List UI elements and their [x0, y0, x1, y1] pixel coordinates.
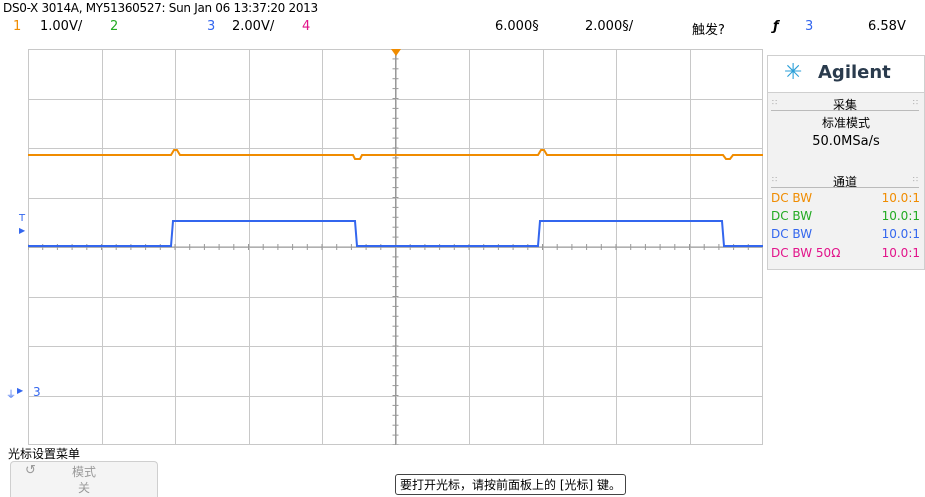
agilent-logo: ✳ Agilent: [768, 56, 924, 93]
channels-title: 通道: [832, 175, 857, 189]
rotate-icon: ↺: [25, 463, 36, 478]
trigger-source[interactable]: 3: [805, 19, 814, 34]
trigger-arrow-icon: ▶: [19, 226, 26, 235]
ground-icon: ⏚: [6, 390, 16, 401]
ch3-probe: 10.0:1: [881, 227, 920, 241]
menu-title: 光标设置菜单: [8, 447, 81, 461]
channel-row-4[interactable]: DC BW 50Ω 10.0:1: [771, 246, 921, 261]
acquisition-header[interactable]: ∷ 采集 ∷: [771, 96, 919, 112]
ch3-scale[interactable]: 2.00V/: [232, 19, 275, 34]
ch1-probe: 10.0:1: [881, 191, 920, 205]
window-title: DS0-X 3014A, MY51360527: Sun Jan 06 13:3…: [3, 1, 318, 15]
channel-row-2[interactable]: DC BW 10.0:1: [771, 209, 921, 224]
grip-icon: ∷: [772, 175, 778, 184]
acquisition-title: 采集: [832, 98, 857, 112]
trigger-level-marker: T: [19, 213, 26, 224]
ch4-probe: 10.0:1: [881, 246, 920, 260]
ch3-coupling: DC BW: [771, 227, 813, 241]
grip-icon: ∷: [912, 98, 918, 107]
sidebar: ✳ Agilent ∷ 采集 ∷ 标准模式 50.0MSa/s ∷ 通道 ∷ D…: [767, 55, 925, 270]
logo-text: Agilent: [818, 62, 891, 83]
ch1-number[interactable]: 1: [13, 19, 22, 34]
spark-icon: ✳: [784, 60, 803, 85]
ch2-probe: 10.0:1: [881, 209, 920, 223]
ch2-number[interactable]: 2: [110, 19, 119, 34]
ch3-number[interactable]: 3: [207, 19, 216, 34]
trigger-status: 触发?: [692, 23, 725, 38]
channels-header[interactable]: ∷ 通道 ∷: [771, 173, 919, 189]
mode-label: 模式: [71, 465, 96, 479]
channel-row-1[interactable]: DC BW 10.0:1: [771, 191, 921, 206]
ch2-coupling: DC BW: [771, 209, 813, 223]
ch4-coupling: DC BW 50Ω: [771, 246, 841, 260]
time-delay[interactable]: 6.000§: [495, 19, 539, 34]
channel-row-3[interactable]: DC BW 10.0:1: [771, 227, 921, 242]
cursor-hint-message: 要打开光标，请按前面板上的 [光标] 键。: [395, 474, 626, 495]
grip-icon: ∷: [912, 175, 918, 184]
trigger-position-marker: [391, 49, 401, 56]
rising-edge-icon: ƒ: [773, 19, 779, 34]
time-scale[interactable]: 2.000§/: [585, 19, 634, 34]
ch1-coupling: DC BW: [771, 191, 813, 205]
acquisition-mode: 标准模式: [821, 116, 870, 130]
ch3-waveform: [28, 220, 763, 247]
sample-rate: 50.0MSa/s: [812, 134, 880, 149]
ch1-waveform: [28, 149, 763, 160]
ch1-scale[interactable]: 1.00V/: [40, 19, 83, 34]
trigger-level[interactable]: 6.58V: [868, 19, 906, 34]
cursor-mode-button[interactable]: ↺ 模式 关: [10, 461, 158, 497]
waveform-display[interactable]: [28, 49, 763, 445]
ground-arrow-icon: ▶: [17, 386, 24, 395]
ch3-ground-marker: 3: [33, 385, 41, 399]
ch4-number[interactable]: 4: [302, 19, 311, 34]
grip-icon: ∷: [772, 98, 778, 107]
mode-value: 关: [77, 481, 90, 495]
